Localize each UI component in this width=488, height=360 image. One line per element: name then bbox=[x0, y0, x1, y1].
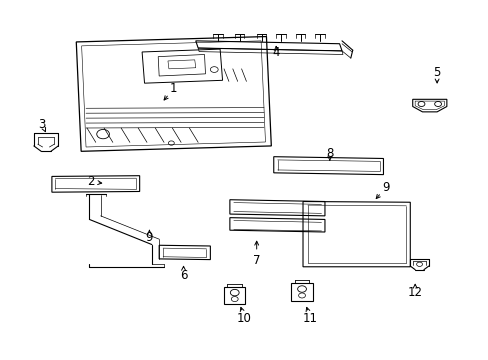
Text: 1: 1 bbox=[170, 82, 177, 95]
Text: 6: 6 bbox=[180, 269, 187, 282]
Text: 7: 7 bbox=[252, 254, 260, 267]
Text: 2: 2 bbox=[87, 175, 95, 188]
Text: 11: 11 bbox=[302, 311, 317, 325]
Text: 8: 8 bbox=[325, 147, 333, 159]
Text: 9: 9 bbox=[145, 231, 153, 244]
Text: 10: 10 bbox=[237, 311, 251, 325]
Text: 5: 5 bbox=[432, 66, 440, 79]
Text: 9: 9 bbox=[382, 181, 389, 194]
Text: 3: 3 bbox=[39, 118, 46, 131]
Text: 12: 12 bbox=[407, 287, 422, 300]
Text: 4: 4 bbox=[272, 46, 279, 59]
